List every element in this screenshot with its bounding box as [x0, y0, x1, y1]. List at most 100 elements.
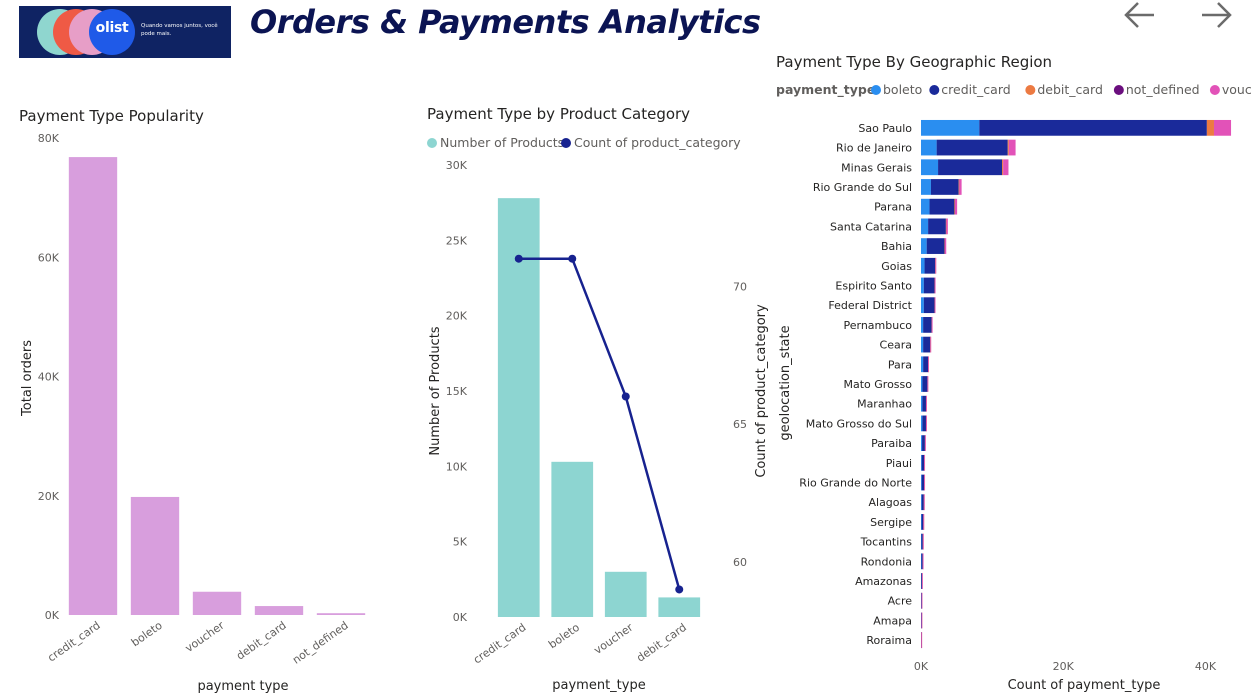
bar-pernambuco-voucher[interactable] — [931, 317, 933, 333]
bar-federal-district-credit-card[interactable] — [923, 297, 935, 314]
bar-parana-debit-card[interactable] — [954, 198, 956, 215]
bar-amazonas-voucher[interactable] — [921, 573, 923, 589]
bar-espirito-santo-credit-card[interactable] — [923, 277, 935, 294]
bar-debit-card[interactable] — [254, 606, 304, 615]
bar-boleto[interactable] — [130, 496, 180, 615]
bar-alagoas-credit-card[interactable] — [921, 494, 924, 511]
bar-amapa-voucher[interactable] — [921, 612, 923, 629]
bar-rondonia-voucher[interactable] — [922, 553, 924, 570]
line-point-credit-card[interactable] — [514, 254, 523, 263]
bar-sergipe-credit-card[interactable] — [921, 514, 924, 530]
legend-number-of-products[interactable]: Number of Products — [440, 135, 564, 150]
legend-item-credit-card[interactable]: credit_card — [941, 82, 1010, 97]
bar-mato-grosso-credit-card[interactable] — [922, 376, 928, 392]
bar-maranhao-voucher[interactable] — [926, 395, 927, 412]
bar-mato-grosso-voucher[interactable] — [927, 376, 929, 392]
bar-rio-de-janeiro-credit-card[interactable] — [936, 139, 1008, 156]
back-button[interactable] — [1122, 0, 1158, 30]
bar-amazonas-credit-card[interactable] — [921, 573, 923, 589]
bar-para-voucher[interactable] — [928, 356, 930, 373]
bar-bahia-boleto[interactable] — [921, 238, 927, 254]
legend-item-boleto[interactable]: boleto — [883, 82, 922, 97]
bar-goias-boleto[interactable] — [921, 257, 925, 274]
bar-ceara-boleto[interactable] — [921, 336, 924, 353]
bar-goias-credit-card[interactable] — [924, 257, 936, 274]
bar-mato-grosso-do-sul-boleto[interactable] — [921, 415, 923, 432]
bar-bahia-voucher[interactable] — [944, 238, 947, 254]
bar-sergipe-boleto[interactable] — [921, 514, 922, 530]
bar-rio-de-janeiro-voucher[interactable] — [1008, 139, 1016, 156]
bar-bahia-credit-card[interactable] — [926, 238, 945, 254]
bar-rio-grande-do-sul-credit-card[interactable] — [930, 179, 959, 195]
bar-piaui-credit-card[interactable] — [921, 454, 925, 471]
bar-ceara-voucher[interactable] — [930, 336, 932, 353]
bar-not-defined[interactable] — [316, 613, 366, 615]
bar-roraima-voucher[interactable] — [921, 632, 923, 649]
bar-santa-catarina-voucher[interactable] — [946, 218, 948, 235]
bar-parana-boleto[interactable] — [921, 198, 930, 215]
legend-item-voucher[interactable]: voucher — [1222, 82, 1251, 97]
bar-tocantins-boleto[interactable] — [921, 533, 922, 550]
line-point-debit-card[interactable] — [675, 585, 684, 594]
bar-minas-gerais-voucher[interactable] — [1003, 159, 1009, 176]
bar-minas-gerais-credit-card[interactable] — [938, 159, 1003, 176]
bar-sao-paulo-voucher[interactable] — [1213, 119, 1232, 136]
bar-tocantins-voucher[interactable] — [922, 533, 924, 550]
bar-pernambuco-credit-card[interactable] — [923, 317, 932, 333]
line-point-boleto[interactable] — [568, 254, 577, 263]
bar-rondonia-credit-card[interactable] — [921, 553, 923, 570]
bar-minas-gerais-boleto[interactable] — [921, 159, 939, 176]
bar-mato-grosso-boleto[interactable] — [921, 376, 923, 392]
bar-parana-voucher[interactable] — [954, 198, 958, 215]
bar-ceara-credit-card[interactable] — [923, 336, 931, 353]
legend-item-debit-card[interactable]: debit_card — [1037, 82, 1103, 97]
bar-rio-grande-do-norte-credit-card[interactable] — [921, 474, 925, 491]
bar-credit-card[interactable] — [68, 157, 118, 615]
bar-rio-de-janeiro-boleto[interactable] — [921, 139, 937, 156]
legend-count-of-product-category[interactable]: Count of product_category — [574, 135, 741, 150]
bar-santa-catarina-boleto[interactable] — [921, 218, 929, 235]
bar-voucher[interactable] — [604, 571, 647, 617]
bar-federal-district-boleto[interactable] — [921, 297, 924, 314]
bar-paraiba-credit-card[interactable] — [922, 435, 925, 451]
bar-parana-credit-card[interactable] — [929, 198, 955, 215]
bar-acre-voucher[interactable] — [921, 592, 923, 609]
bar-minas-gerais-debit-card[interactable] — [1002, 159, 1004, 176]
bar-rio-grande-do-sul-voucher[interactable] — [959, 179, 962, 195]
bar-credit-card[interactable] — [497, 198, 540, 617]
bar-para-boleto[interactable] — [921, 356, 924, 373]
bar-santa-catarina-debit-card[interactable] — [945, 218, 947, 235]
bar-tocantins-credit-card[interactable] — [921, 533, 923, 550]
bar-sao-paulo-credit-card[interactable] — [979, 119, 1207, 136]
bar-mato-grosso-do-sul-credit-card[interactable] — [922, 415, 926, 432]
bar-mato-grosso-do-sul-voucher[interactable] — [926, 415, 927, 432]
bar-sao-paulo-debit-card[interactable] — [1206, 119, 1214, 136]
bar-espirito-santo-boleto[interactable] — [921, 277, 924, 294]
bar-alagoas-boleto[interactable] — [921, 494, 922, 511]
bar-piaui-voucher[interactable] — [924, 454, 926, 471]
bar-paraiba-boleto[interactable] — [921, 435, 923, 451]
bar-rio-grande-do-sul-boleto[interactable] — [921, 179, 931, 195]
bar-santa-catarina-credit-card[interactable] — [928, 218, 946, 235]
bar-pernambuco-boleto[interactable] — [921, 317, 924, 333]
bar-para-credit-card[interactable] — [923, 356, 929, 373]
line-point-voucher[interactable] — [621, 392, 630, 401]
bar-maranhao-boleto[interactable] — [921, 395, 923, 412]
bar-sergipe-voucher[interactable] — [923, 514, 925, 530]
bar-boleto[interactable] — [551, 461, 594, 617]
bar-rio-grande-do-norte-voucher[interactable] — [924, 474, 926, 491]
bar-maranhao-credit-card[interactable] — [922, 395, 926, 412]
bar-voucher[interactable] — [192, 591, 242, 615]
bar-espirito-santo-voucher[interactable] — [934, 277, 936, 294]
bar-rio-grande-do-sul-debit-card[interactable] — [958, 179, 960, 195]
bar-piaui-boleto[interactable] — [921, 454, 922, 471]
bar-paraiba-voucher[interactable] — [924, 435, 926, 451]
bar-sao-paulo-boleto[interactable] — [921, 119, 980, 136]
bar-alagoas-voucher[interactable] — [923, 494, 925, 511]
bar-goias-voucher[interactable] — [935, 257, 937, 274]
bar-federal-district-voucher[interactable] — [934, 297, 936, 314]
bar-rio-grande-do-norte-boleto[interactable] — [921, 474, 922, 491]
bar-acre-credit-card[interactable] — [921, 592, 922, 609]
forward-button[interactable] — [1198, 0, 1234, 30]
bar-rondonia-boleto[interactable] — [921, 553, 922, 570]
